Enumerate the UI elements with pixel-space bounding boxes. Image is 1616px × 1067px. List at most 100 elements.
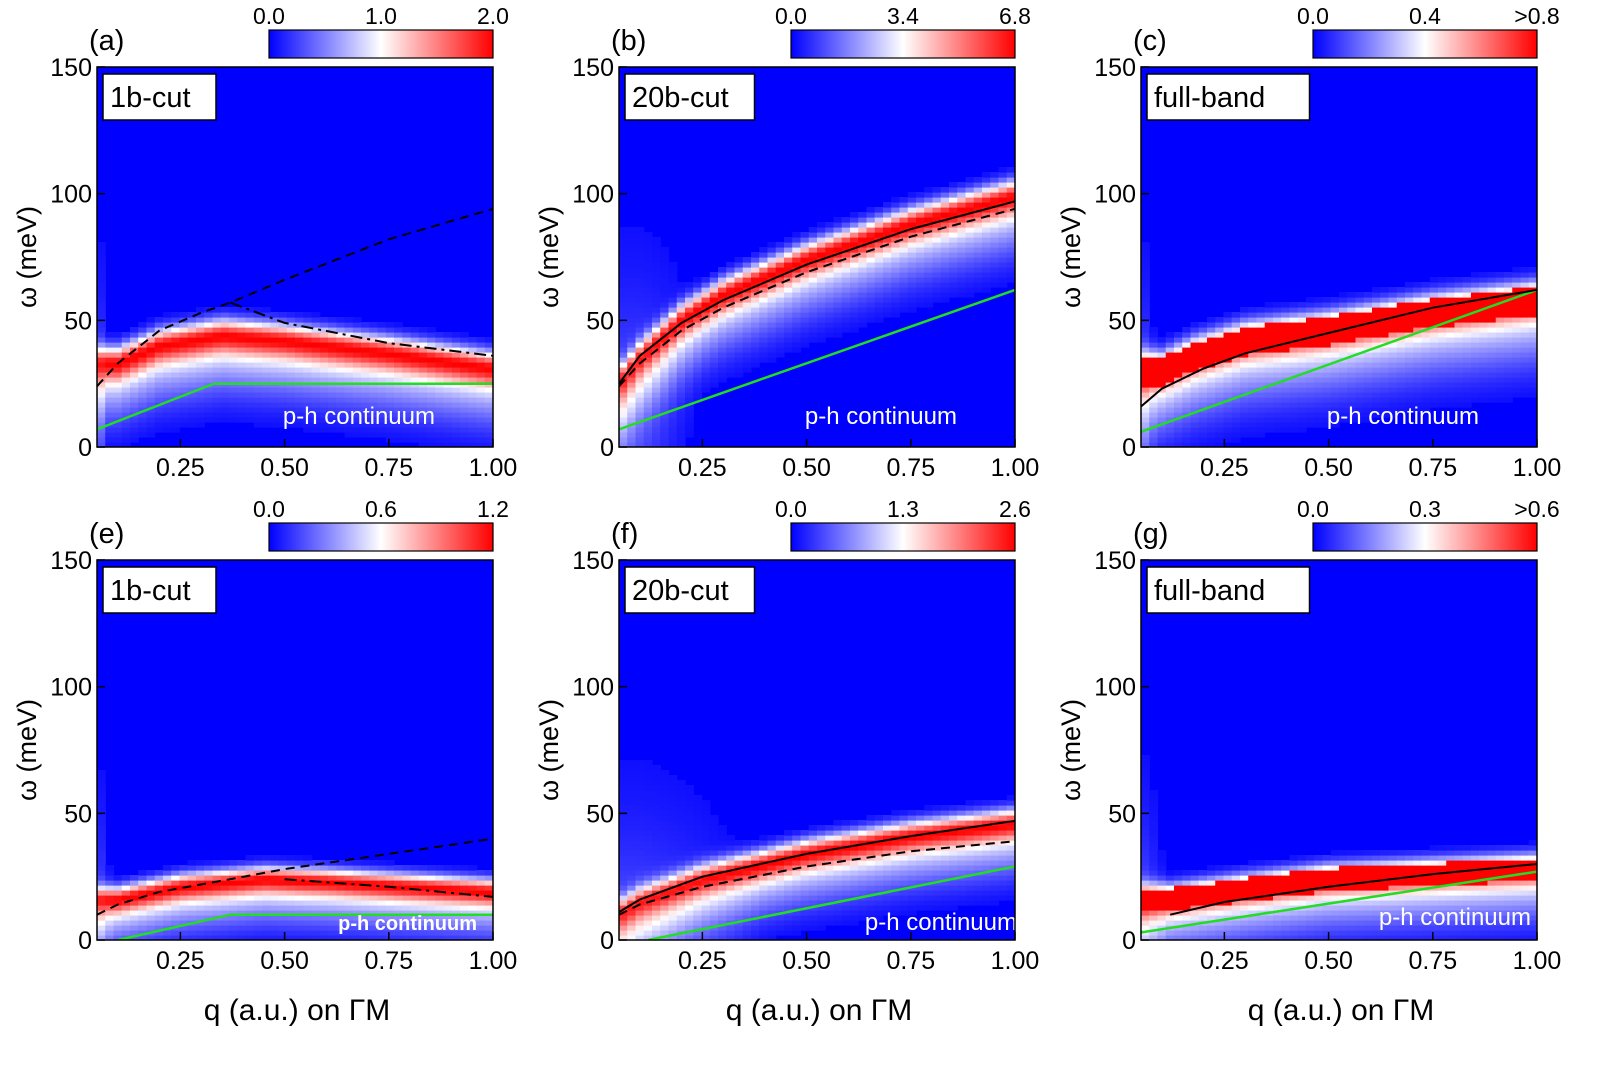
heatmap-cell — [1149, 382, 1159, 388]
heatmap-cell — [907, 227, 917, 233]
heatmap-cell — [270, 885, 280, 891]
heatmap-cell — [627, 925, 637, 931]
heatmap-cell — [1363, 337, 1373, 343]
heatmap-cell — [344, 880, 354, 886]
heatmap-cell — [1528, 362, 1537, 368]
heatmap-cell — [957, 202, 967, 208]
heatmap-cell — [418, 387, 428, 393]
heatmap-cell — [701, 277, 711, 283]
heatmap-cell — [924, 202, 934, 208]
heatmap-cell — [154, 332, 164, 338]
heatmap-cell — [982, 227, 991, 233]
heatmap-cell — [916, 297, 925, 303]
heatmap-cell — [204, 860, 214, 866]
heatmap-cell — [278, 890, 288, 896]
heatmap-cell — [932, 262, 942, 268]
heatmap-cell — [643, 237, 653, 243]
heatmap-cell — [179, 925, 189, 931]
heatmap-cell — [427, 915, 436, 921]
heatmap-cell — [660, 442, 670, 447]
heatmap-cell — [718, 860, 727, 866]
heatmap-cell — [1487, 277, 1497, 283]
heatmap-cell — [1372, 392, 1381, 398]
heatmap-cell — [377, 860, 387, 866]
heatmap-cell — [336, 377, 346, 383]
heatmap-cell — [965, 222, 975, 228]
heatmap-cell — [858, 212, 868, 218]
heatmap-cell — [1322, 317, 1332, 323]
heatmap-cell — [652, 850, 661, 856]
heatmap-cell — [874, 222, 884, 228]
heatmap-cell — [435, 357, 445, 363]
heatmap-cell — [229, 342, 238, 348]
heatmap-cell — [377, 885, 387, 891]
heatmap-cell — [1273, 417, 1282, 423]
heatmap-cell — [1429, 357, 1439, 363]
heatmap-cell — [1174, 362, 1183, 368]
heatmap-cell — [418, 377, 428, 383]
heatmap-cell — [278, 317, 288, 323]
heatmap-cell — [784, 307, 793, 313]
heatmap-cell — [1421, 407, 1431, 413]
heatmap-cell — [965, 242, 975, 248]
y-tick-label: 100 — [572, 181, 614, 209]
heatmap-cell — [1306, 347, 1315, 353]
heatmap-cell — [643, 765, 653, 771]
heatmap-cell — [377, 880, 387, 886]
heatmap-cell — [146, 905, 156, 911]
heatmap-cell — [179, 382, 189, 388]
heatmap-cell — [841, 257, 851, 263]
heatmap-cell — [418, 427, 428, 433]
heatmap-cell — [1495, 372, 1505, 378]
heatmap-cell — [253, 367, 263, 373]
heatmap-cell — [1248, 367, 1258, 373]
heatmap-cell — [171, 895, 181, 901]
heatmap-cell — [369, 890, 379, 896]
heatmap-cell — [825, 297, 835, 303]
heatmap-cell — [685, 342, 694, 348]
heatmap-cell — [1314, 327, 1324, 333]
heatmap-cell — [866, 232, 876, 238]
heatmap-cell — [130, 362, 139, 368]
heatmap-cell — [319, 407, 329, 413]
heatmap-cell — [369, 870, 379, 876]
heatmap-cell — [460, 347, 469, 353]
heatmap-cell — [1520, 392, 1530, 398]
heatmap-cell — [130, 925, 139, 931]
heatmap-cell — [286, 875, 296, 881]
heatmap-cell — [352, 875, 362, 881]
heatmap-cell — [311, 875, 321, 881]
heatmap-cell — [652, 362, 661, 368]
heatmap-cell — [627, 840, 637, 846]
heatmap-cell — [1264, 317, 1274, 323]
heatmap-cell — [1504, 282, 1513, 288]
heatmap-cell — [369, 427, 379, 433]
heatmap-cell — [328, 332, 337, 338]
plot-frame — [96, 559, 494, 941]
heatmap-cell — [709, 272, 719, 278]
heatmap-cell — [146, 327, 156, 333]
heatmap-cell — [726, 317, 736, 323]
heatmap-cell — [212, 392, 222, 398]
heatmap-cell — [295, 367, 304, 373]
heatmap-cell — [1479, 357, 1489, 363]
heatmap-cell — [1330, 327, 1340, 333]
heatmap-cell — [212, 910, 222, 916]
heatmap-cell — [1520, 322, 1530, 328]
heatmap-cell — [105, 387, 115, 393]
heatmap-cell — [693, 327, 703, 333]
heatmap-cell — [643, 910, 653, 916]
heatmap-cell — [377, 905, 387, 911]
heatmap-cell — [1174, 422, 1183, 428]
heatmap-cell — [1512, 367, 1522, 373]
heatmap-cell — [171, 342, 181, 348]
heatmap-cell — [97, 890, 106, 896]
heatmap-cell — [899, 302, 909, 308]
heatmap-cell — [693, 850, 703, 856]
heatmap-cell — [121, 367, 131, 373]
heatmap-cell — [229, 392, 238, 398]
heatmap-cell — [460, 925, 469, 931]
heatmap-cell — [1330, 382, 1340, 388]
heatmap-cell — [899, 212, 909, 218]
heatmap-cell — [253, 392, 263, 398]
